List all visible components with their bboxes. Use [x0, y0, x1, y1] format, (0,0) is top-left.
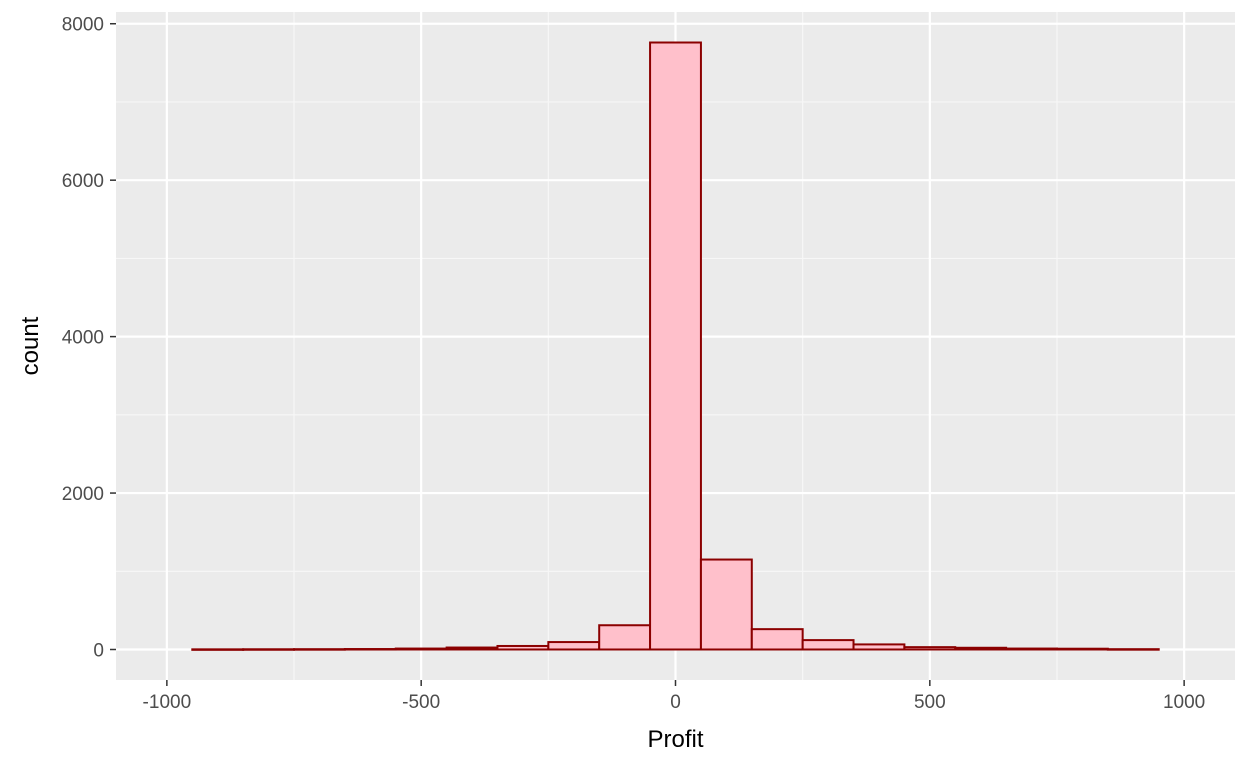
histogram-bar: [496, 644, 550, 651]
x-tick-label: 500: [914, 692, 946, 713]
histogram-bar: [445, 646, 499, 651]
x-tick-label: 1000: [1163, 692, 1205, 713]
histogram-bar: [343, 648, 397, 651]
histogram-bar: [242, 648, 296, 651]
histogram-bar: [750, 628, 804, 651]
y-tick-label: 6000: [62, 171, 104, 192]
y-tick-label: 8000: [62, 15, 104, 36]
histogram-bar: [598, 624, 652, 651]
y-axis-title: count: [17, 316, 44, 375]
histogram-bar: [1106, 648, 1160, 651]
histogram-bar: [699, 558, 753, 651]
x-tick-label: -500: [402, 692, 440, 713]
y-tick-label: 4000: [62, 328, 104, 349]
y-tick-label: 0: [93, 640, 104, 661]
y-tick-label: 2000: [62, 484, 104, 505]
histogram-bar: [1005, 647, 1058, 651]
histogram-bar: [1055, 647, 1109, 651]
x-tick-label: 0: [670, 692, 681, 713]
histogram-bar: [903, 646, 957, 651]
histogram-bar: [852, 643, 906, 651]
histogram-bar: [293, 648, 346, 651]
axis-tick-labels: -1000 -500 0 500 1000 0 2000 4000 6000 8000: [62, 15, 1206, 713]
x-tick-label: -1000: [143, 692, 192, 713]
histogram-bar: [801, 639, 855, 651]
histogram-bar: [649, 41, 702, 651]
histogram-bar: [547, 641, 601, 651]
axis-ticks: [110, 22, 1185, 686]
histogram-bar: [394, 647, 448, 651]
histogram-bar: [954, 646, 1008, 651]
histogram-bar: [191, 648, 245, 651]
x-axis-title: Profit: [647, 726, 703, 753]
histogram-bars: [191, 41, 1160, 651]
